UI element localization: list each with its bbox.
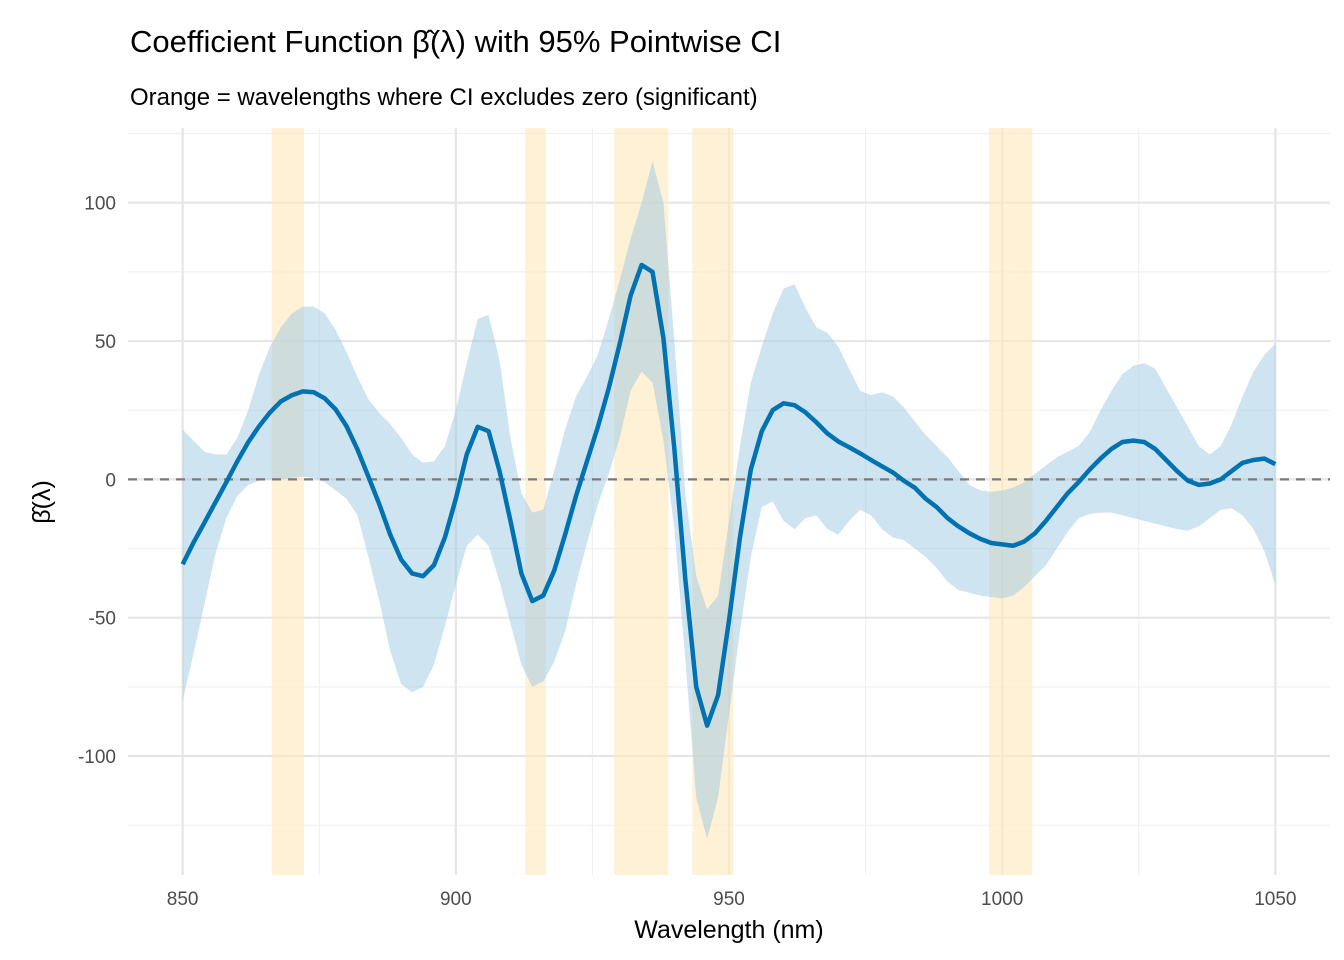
x-tick-label: 900: [440, 889, 472, 910]
y-axis-label: β̂(λ): [28, 480, 56, 524]
confidence-ribbon: [182, 161, 1276, 840]
y-tick-label: 0: [105, 470, 116, 491]
y-tick-label: 50: [95, 332, 116, 353]
y-tick-label: -50: [89, 609, 116, 630]
x-tick-label: 950: [713, 889, 745, 910]
significant-region: [525, 128, 546, 875]
chart-subtitle: Orange = wavelengths where CI excludes z…: [130, 84, 758, 111]
x-tick-label: 1050: [1254, 889, 1296, 910]
significant-region: [271, 128, 304, 875]
chart-title: Coefficient Function β̂(λ) with 95% Poin…: [130, 24, 782, 59]
estimate-line: [180, 262, 1277, 728]
x-tick-label: 850: [167, 889, 199, 910]
x-axis-label: Wavelength (nm): [634, 916, 823, 944]
y-tick-label: 100: [84, 194, 116, 215]
x-tick-label: 1000: [981, 889, 1023, 910]
y-tick-label: -100: [78, 747, 116, 768]
